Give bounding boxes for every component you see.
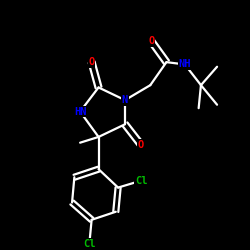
Text: O: O — [148, 36, 154, 46]
Text: O: O — [88, 57, 95, 67]
Text: N: N — [122, 95, 128, 105]
Text: NH: NH — [178, 60, 191, 70]
Text: Cl: Cl — [135, 176, 147, 186]
Text: O: O — [138, 140, 144, 150]
Text: HN: HN — [74, 106, 86, 117]
Text: Cl: Cl — [83, 239, 96, 249]
